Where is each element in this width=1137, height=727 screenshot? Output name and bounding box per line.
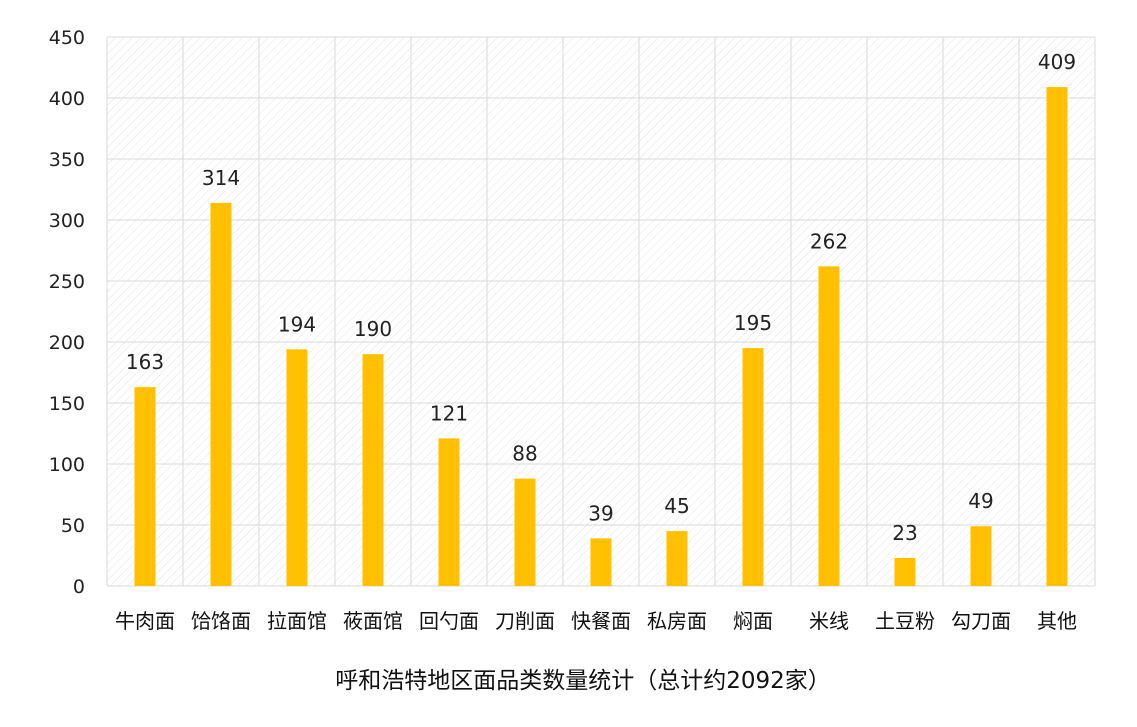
data-label: 195 [734,311,772,335]
bar [134,387,156,586]
data-label: 49 [968,489,993,513]
y-tick-label: 200 [49,332,85,354]
bar [590,538,612,586]
y-tick-label: 100 [49,454,85,476]
bar [1046,87,1068,587]
data-label: 88 [512,442,537,466]
bar [514,478,536,586]
bar [818,266,840,586]
x-category-label: 拉面馆 [267,609,327,633]
x-category-label: 回勺面 [419,609,479,633]
y-tick-label: 50 [61,515,85,537]
bar [894,557,916,586]
x-category-label: 饸饹面 [191,609,251,633]
bar [362,354,384,586]
data-label: 190 [354,317,392,341]
data-label: 163 [126,350,164,374]
data-label: 121 [430,401,468,425]
data-label: 194 [278,312,316,336]
data-label: 314 [202,166,240,190]
y-tick-label: 350 [49,149,85,171]
x-category-label: 牛肉面 [115,609,175,633]
y-tick-label: 0 [73,576,85,598]
gridlines [106,36,1096,587]
y-tick-label: 450 [49,27,85,49]
y-axis-ticks: 0 50 100 150 200 250 300 350 400 450 [49,27,85,598]
bar [742,348,764,586]
y-tick-label: 150 [49,393,85,415]
x-category-label: 私房面 [647,609,707,633]
x-category-label: 焖面 [733,609,773,633]
bar [970,526,992,586]
chart-title: 呼和浩特地区面品类数量统计（总计约2092家） [335,668,831,694]
x-category-label: 勾刀面 [951,609,1011,633]
data-label: 39 [588,501,613,525]
bar [666,531,688,586]
x-category-label: 快餐面 [571,609,631,633]
bar [438,438,460,586]
bars [134,87,1068,587]
x-axis-categories: 牛肉面 饸饹面 拉面馆 莜面馆 回勺面 刀削面 快餐面 私房面 焖面 米线 土豆粉 勾刀面 其他 [115,609,1077,633]
y-tick-label: 250 [49,271,85,293]
x-category-label: 刀削面 [495,609,555,633]
bar [210,202,232,587]
data-label: 262 [810,229,848,253]
y-tick-label: 400 [49,88,85,110]
bar [286,349,308,586]
x-category-label: 米线 [809,609,849,633]
x-category-label: 莜面馆 [343,609,403,633]
plot-area [107,37,1095,586]
y-tick-label: 300 [49,210,85,232]
x-category-label: 其他 [1037,609,1077,633]
x-category-label: 土豆粉 [875,609,935,633]
data-label: 23 [892,521,917,545]
data-label: 409 [1038,50,1076,74]
data-labels: 163 314 194 190 121 88 39 45 195 262 23 49 409 [126,50,1076,545]
data-label: 45 [664,494,689,518]
